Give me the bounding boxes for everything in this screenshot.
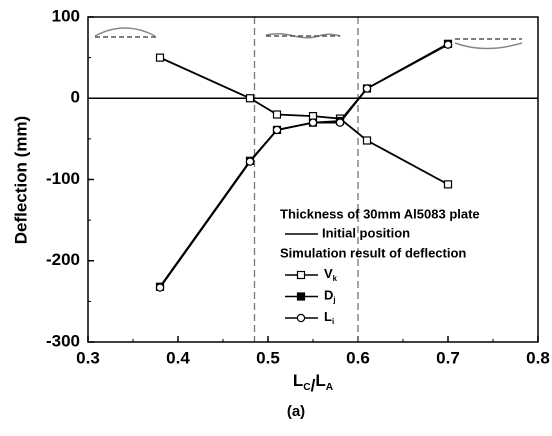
- x-tick-label: 0.5: [256, 348, 280, 367]
- x-tick-label: 0.8: [526, 348, 550, 367]
- y-tick-label: -300: [46, 331, 80, 350]
- legend-label: Initial position: [322, 225, 410, 240]
- marker: [272, 125, 282, 135]
- x-tick-label: 0.4: [166, 348, 190, 367]
- legend-label: Vk: [324, 266, 338, 283]
- series-line: [159, 56, 449, 186]
- caption: (a): [287, 403, 305, 420]
- legend-label: Li: [324, 309, 334, 326]
- marker: [335, 118, 345, 127]
- legend-label: Dj: [324, 288, 336, 305]
- marker: [362, 84, 372, 93]
- x-tick-label: 0.3: [76, 348, 100, 367]
- y-tick-label: -100: [46, 169, 80, 188]
- y-tick-label: 0: [71, 88, 80, 107]
- y-tick-label: -200: [46, 250, 80, 269]
- marker: [272, 110, 282, 119]
- plot-frame: [87, 16, 539, 343]
- marker: [362, 136, 372, 145]
- marker: [296, 292, 306, 301]
- marker: [155, 53, 165, 62]
- x-tick-label: 0.6: [346, 348, 370, 367]
- marker: [296, 270, 306, 280]
- y-tick-label: 100: [52, 6, 80, 25]
- inset-icons: [94, 27, 523, 50]
- marker: [308, 118, 318, 127]
- marker: [245, 94, 255, 103]
- marker: [443, 40, 453, 49]
- marker: [443, 180, 453, 189]
- marker: [155, 283, 165, 292]
- legend-title: Thickness of 30mm Al5083 plate: [280, 206, 480, 221]
- marker: [296, 313, 306, 323]
- x-tick-label: 0.7: [436, 348, 460, 367]
- x-axis-label: LC/LA: [293, 371, 334, 395]
- marker: [245, 157, 255, 166]
- y-axis-label: Deflection (mm): [11, 116, 30, 244]
- legend-subtitle: Simulation result of deflection: [280, 245, 466, 260]
